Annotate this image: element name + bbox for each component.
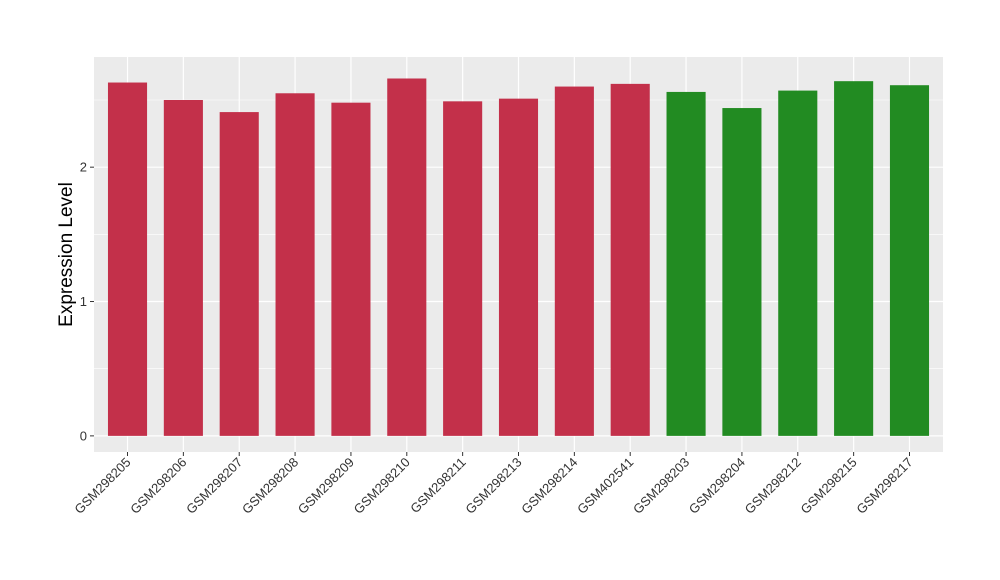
y-tick-label: 1 [80,294,87,309]
x-axis: GSM298205GSM298206GSM298207GSM298208GSM2… [71,452,916,517]
y-axis-title: Expression Level [56,182,77,327]
x-tick-label: GSM298208 [239,455,301,517]
x-tick-label: GSM298209 [295,455,357,517]
x-tick-label: GSM298204 [686,455,748,517]
bar-GSM402541 [610,83,650,436]
bar-GSM298212 [778,90,818,436]
bar-GSM298217 [889,85,930,436]
bar-GSM298205 [107,82,148,436]
x-tick-label: GSM298203 [630,455,692,517]
bar-GSM298210 [387,78,427,436]
bar-GSM298207 [219,112,259,436]
bar-GSM298208 [275,93,315,436]
x-tick-label: GSM402541 [574,455,636,517]
y-tick-label: 0 [80,428,87,443]
x-tick-label: GSM298206 [127,455,189,517]
bar-GSM298209 [331,102,371,436]
x-tick-label: GSM298205 [71,455,133,517]
x-tick-label: GSM298210 [351,455,413,517]
x-tick-label: GSM298215 [798,455,860,517]
x-tick-label: GSM298214 [518,455,580,517]
bar-GSM298214 [554,86,594,436]
x-tick-label: GSM298207 [183,455,245,517]
y-tick-label: 2 [80,160,87,175]
bar-GSM298211 [443,101,483,436]
bar-GSM298206 [163,99,203,436]
bar-GSM298203 [666,91,706,436]
x-tick-label: GSM298217 [853,455,915,517]
x-tick-label: GSM298211 [407,455,469,517]
bar-GSM298213 [498,98,539,436]
y-axis: 0 1 2 [80,160,94,443]
bars [107,78,930,436]
bar-GSM298215 [834,81,874,436]
x-tick-label: GSM298213 [462,455,524,517]
x-tick-label: GSM298212 [742,455,804,517]
bar-GSM298204 [722,108,762,436]
